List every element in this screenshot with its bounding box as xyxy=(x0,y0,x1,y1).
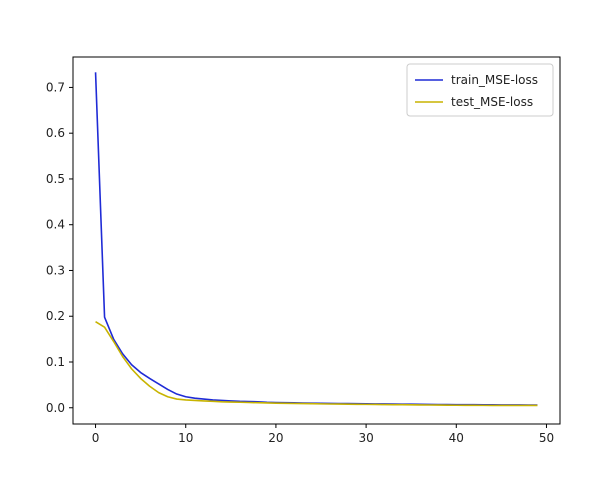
x-tick-label: 20 xyxy=(268,431,283,445)
y-tick-label: 0.1 xyxy=(46,355,65,369)
x-tick-label: 30 xyxy=(358,431,373,445)
y-tick-label: 0.3 xyxy=(46,263,65,277)
legend-label: train_MSE-loss xyxy=(451,73,538,87)
series-line-test-mse-loss xyxy=(95,321,538,407)
legend-box xyxy=(406,63,554,117)
y-tick-label: 0.0 xyxy=(46,401,65,415)
y-tick-label: 0.4 xyxy=(46,218,65,232)
plot-frame xyxy=(72,56,561,425)
y-tick-label: 0.5 xyxy=(46,172,65,186)
x-tick-label: 10 xyxy=(178,431,193,445)
y-tick-label: 0.6 xyxy=(46,126,65,140)
legend: train_MSE-loss test_MSE-loss xyxy=(406,63,554,117)
x-tick-label: 40 xyxy=(449,431,464,445)
legend-entries: train_MSE-loss test_MSE-loss xyxy=(415,73,538,109)
y-tick-label: 0.7 xyxy=(46,80,65,94)
x-tick-label: 50 xyxy=(539,431,554,445)
x-tick-label: 0 xyxy=(92,431,100,445)
series-layer xyxy=(94,72,538,407)
legend-label: test_MSE-loss xyxy=(451,95,533,109)
y-tick-label: 0.2 xyxy=(46,309,65,323)
axis-ticks: 0 10 20 30 40 50 0.0 0.1 0.2 0.3 0.4 0.5 0.6 0.7 xyxy=(46,80,554,445)
